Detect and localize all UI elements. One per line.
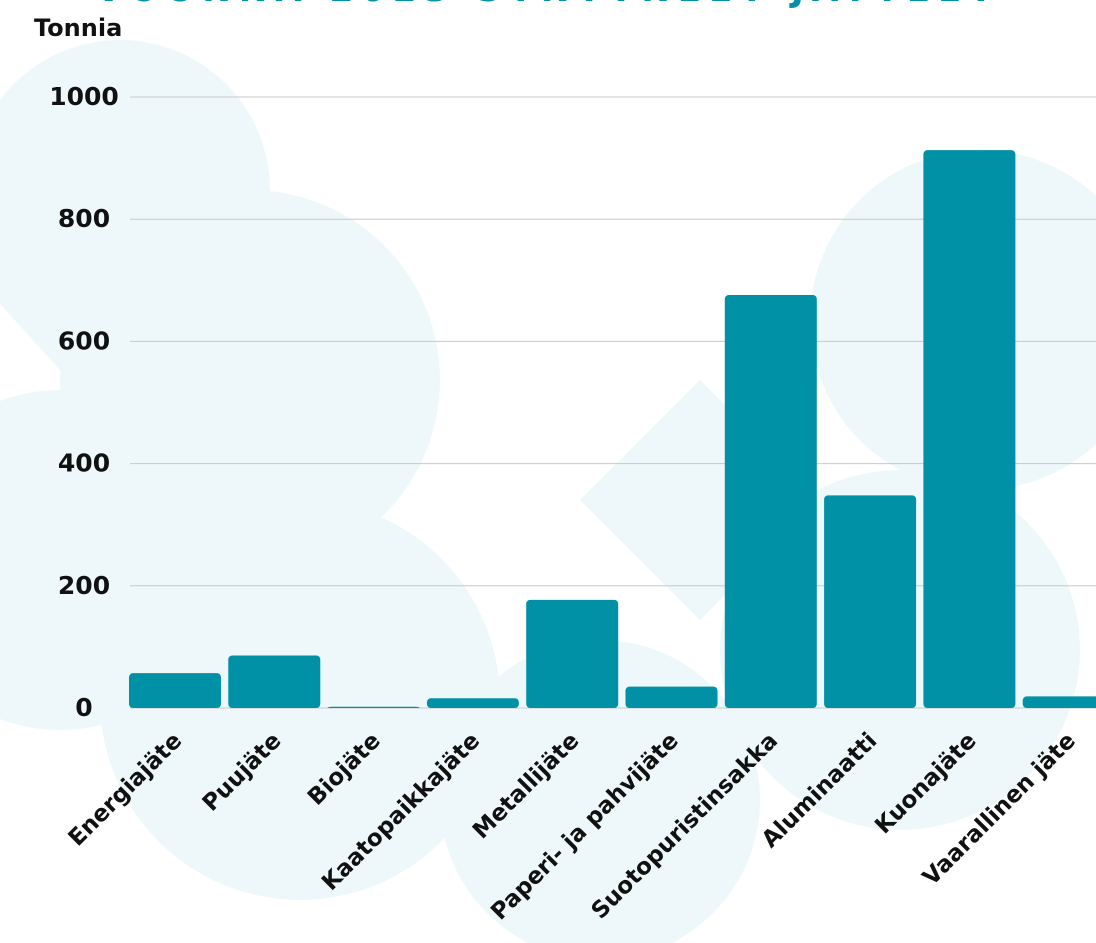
bar-3 (426, 698, 519, 708)
bar-6 (724, 294, 817, 708)
y-tick-label: 400 (58, 449, 110, 478)
y-tick-label: 1000 (49, 82, 119, 111)
bar-2 (327, 706, 420, 708)
y-axis-label: Tonnia (34, 14, 123, 42)
x-tick-label: Energiajäte (64, 728, 188, 852)
y-tick-label: 0 (75, 693, 92, 722)
x-tick-label: Kuonajäte (870, 728, 981, 839)
bars (129, 150, 1096, 709)
x-tick-label: Suotopuristinsakka (587, 728, 783, 924)
bar-1 (228, 655, 321, 708)
bar-0 (129, 673, 221, 708)
y-tick-label: 200 (58, 571, 110, 600)
bar-4 (526, 599, 619, 708)
bar-7 (824, 495, 917, 708)
y-tick-label: 800 (58, 204, 110, 233)
x-tick-labels: Energiajäte Puujäte BiojäteKaatopaikkajäte… (64, 728, 1081, 925)
bar-5 (625, 686, 718, 708)
bar-8 (923, 150, 1016, 709)
y-tick-labels: 0 200 400 600 800 1000 (49, 82, 119, 722)
y-tick-label: 600 (58, 326, 110, 355)
x-tick-label: Puujäte (198, 728, 287, 817)
x-tick-label: Biojäte (303, 728, 386, 811)
bar-9 (1022, 696, 1096, 708)
chart-title: VUONNA 2023 SYNTYNEET JÄTTEET (96, 0, 1001, 10)
x-tick-label: Paperi- ja pahvijäte (486, 728, 683, 925)
